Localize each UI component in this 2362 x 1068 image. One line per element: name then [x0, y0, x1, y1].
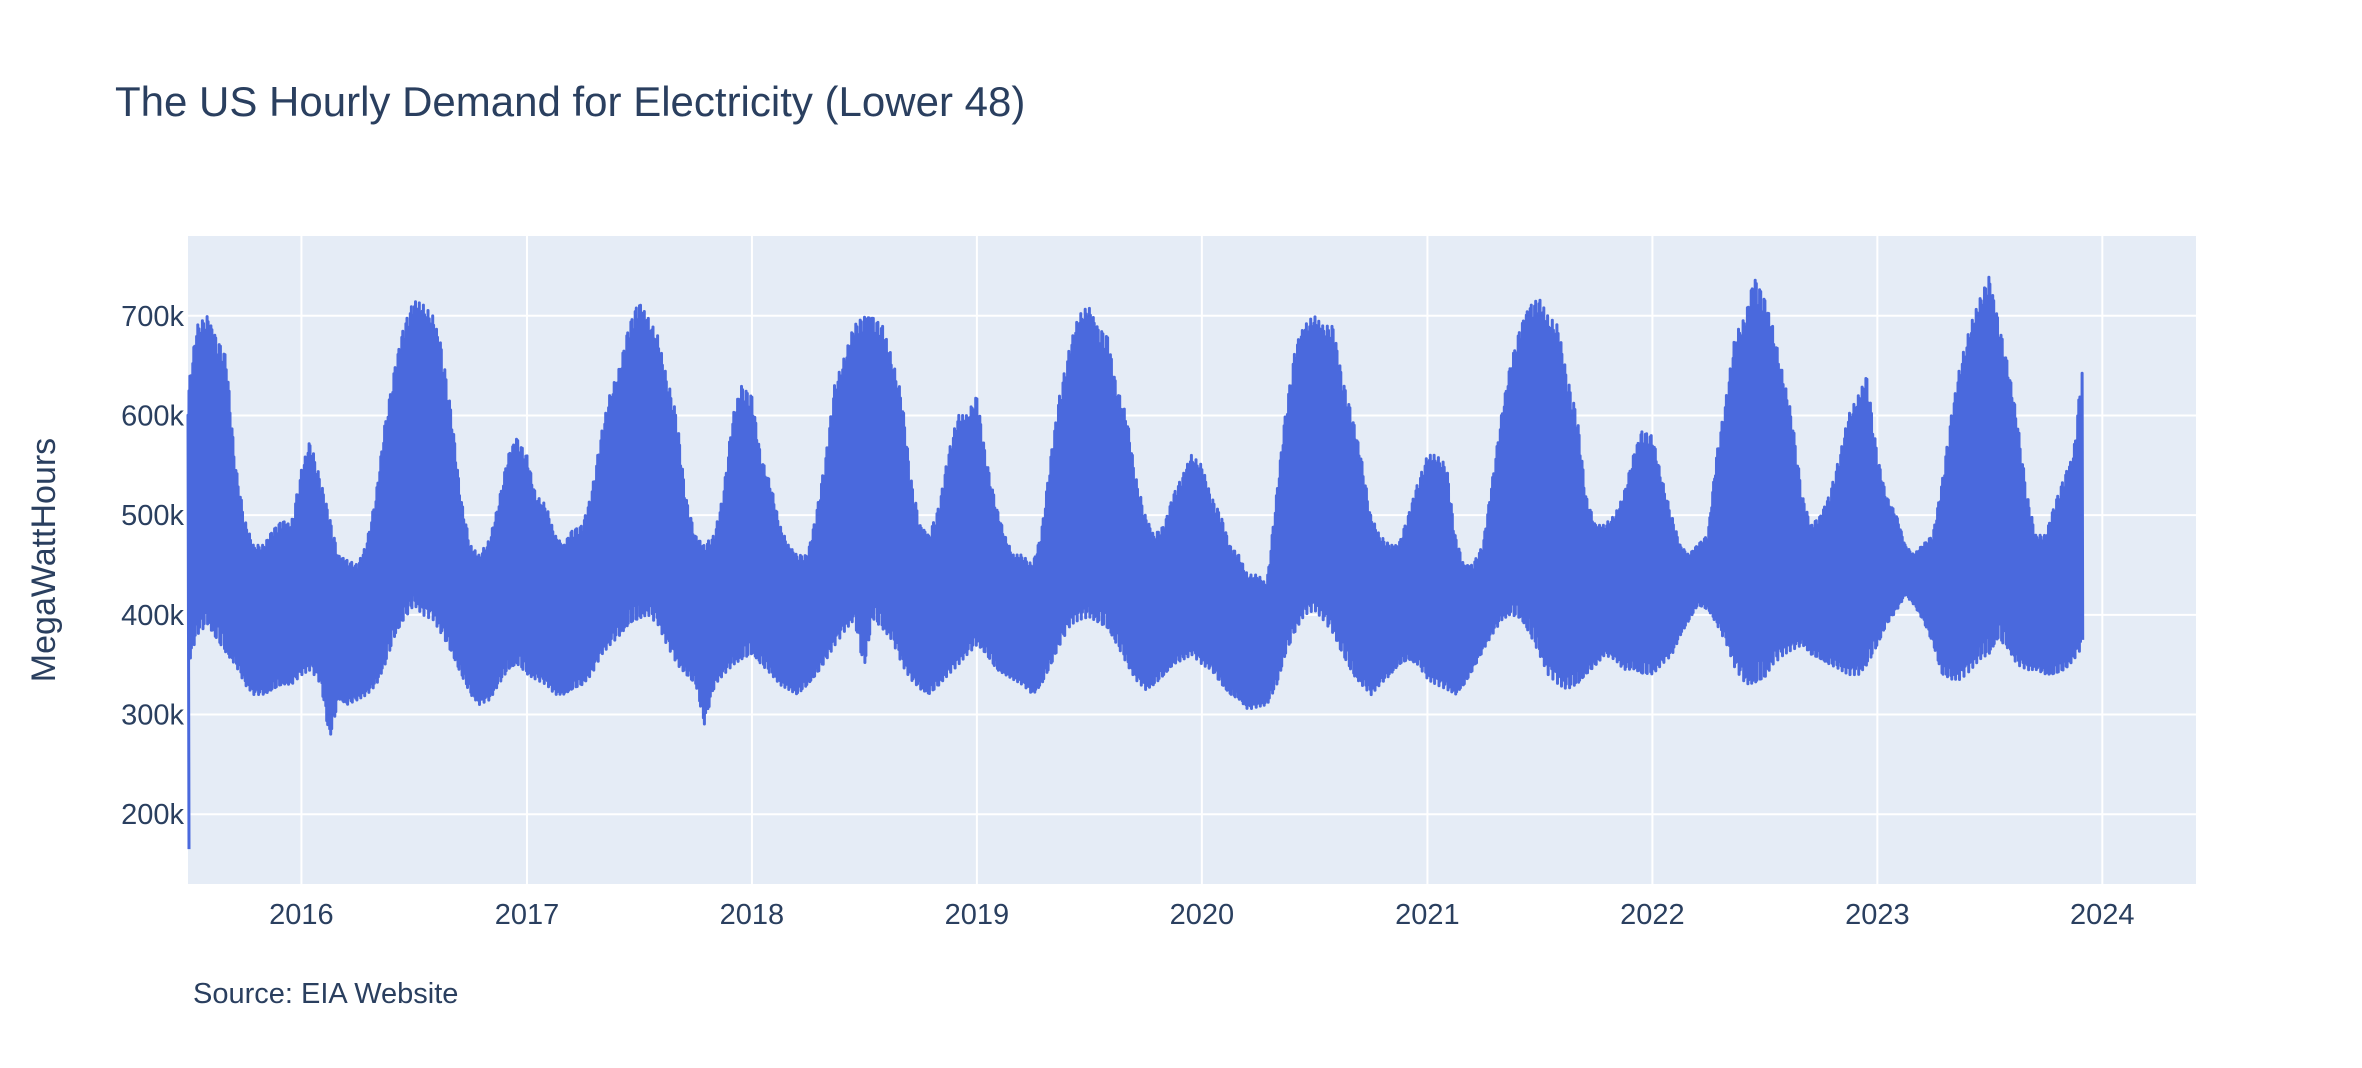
y-tick-labels: 200k 300k 400k 500k 600k 700k [121, 301, 184, 831]
series-layer [186, 275, 2085, 850]
y-tick-label: 700k [121, 301, 184, 333]
x-tick-label: 2019 [945, 899, 1010, 931]
y-tick-label: 500k [121, 500, 184, 532]
chart-title: The US Hourly Demand for Electricity (Lo… [115, 78, 1025, 125]
y-tick-label: 600k [121, 400, 184, 432]
x-tick-label: 2024 [2070, 899, 2135, 931]
x-tick-label: 2020 [1170, 899, 1235, 931]
y-axis-title: MegaWattHours [25, 438, 63, 682]
y-tick-label: 400k [121, 600, 184, 632]
source-annotation: Source: EIA Website [193, 978, 458, 1010]
series-line [186, 275, 2085, 850]
x-tick-labels: 2016 2017 2018 2019 2020 2021 2022 2023 2024 [269, 899, 2134, 931]
x-tick-label: 2017 [495, 899, 560, 931]
y-tick-label: 200k [121, 799, 184, 831]
x-tick-label: 2023 [1845, 899, 1910, 931]
x-tick-label: 2018 [720, 899, 785, 931]
x-tick-label: 2021 [1395, 899, 1460, 931]
y-tick-label: 300k [121, 700, 184, 732]
x-tick-label: 2022 [1620, 899, 1685, 931]
x-tick-label: 2016 [269, 899, 334, 931]
